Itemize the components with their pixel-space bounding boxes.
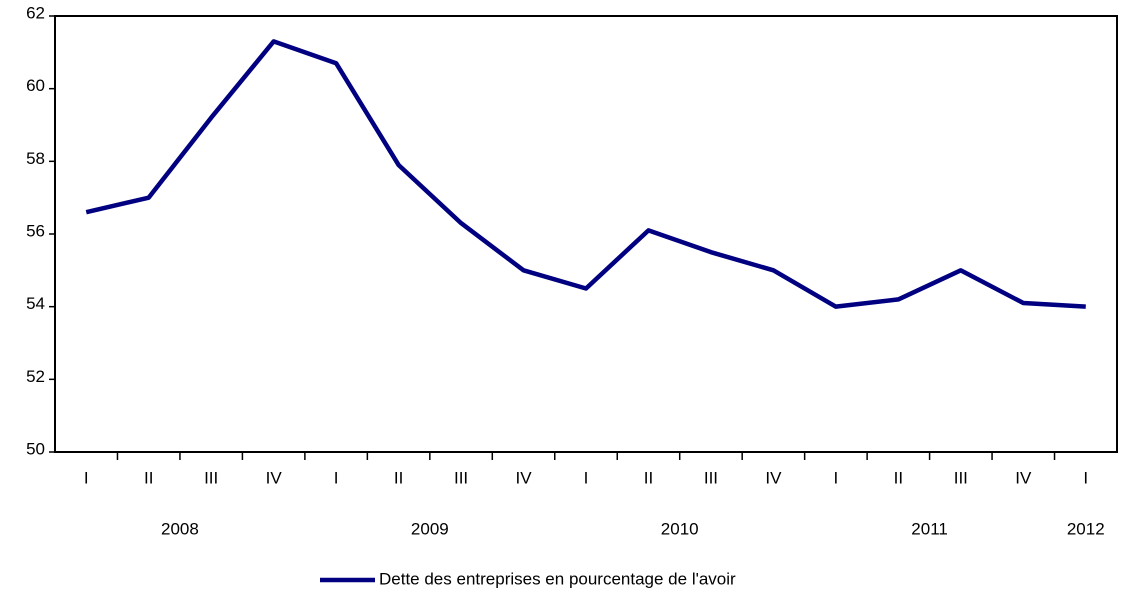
legend-label: Dette des entreprises en pourcentage de …: [379, 569, 736, 588]
x-tick-label: IV: [266, 468, 283, 487]
x-tick-label: III: [204, 468, 218, 487]
x-tick-label: III: [704, 468, 718, 487]
x-tick-label: II: [644, 468, 653, 487]
x-tick-label: I: [334, 468, 339, 487]
year-label: 2012: [1067, 519, 1105, 538]
x-tick-label: I: [584, 468, 589, 487]
x-tick-label: II: [144, 468, 153, 487]
year-label: 2011: [911, 519, 948, 538]
y-tick-label: 60: [26, 76, 45, 95]
y-tick-label: 56: [26, 221, 45, 240]
x-tick-label: II: [394, 468, 403, 487]
year-label: 2008: [161, 519, 199, 538]
y-tick-label: 54: [26, 294, 45, 313]
y-tick-label: 52: [26, 367, 45, 386]
x-tick-label: I: [834, 468, 839, 487]
y-tick-label: 62: [26, 3, 45, 22]
x-tick-label: I: [84, 468, 89, 487]
x-tick-label: III: [454, 468, 468, 487]
plot-area: [54, 15, 1118, 453]
x-tick-label: IV: [1015, 468, 1032, 487]
year-label: 2009: [411, 519, 449, 538]
x-tick-label: IV: [515, 468, 532, 487]
x-tick-label: IV: [765, 468, 782, 487]
year-label: 2010: [661, 519, 699, 538]
y-tick-label: 50: [26, 439, 45, 458]
x-tick-label: II: [894, 468, 903, 487]
x-tick-label: I: [1083, 468, 1088, 487]
series-line: [85, 39, 1086, 309]
x-tick-label: III: [954, 468, 968, 487]
y-tick-label: 58: [26, 149, 45, 168]
